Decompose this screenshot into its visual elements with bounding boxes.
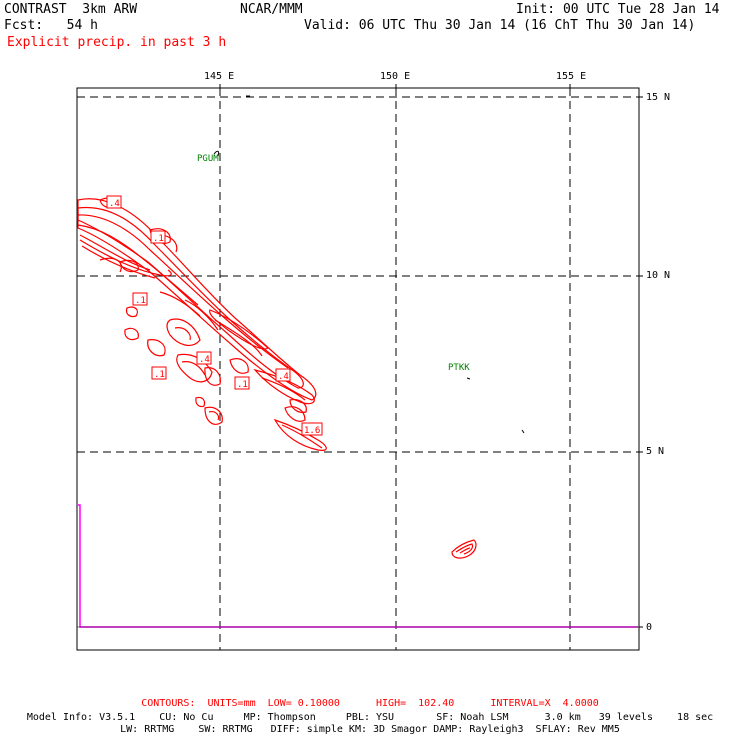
station-label-ptkk: PTKK: [448, 363, 470, 373]
lat-label-15n: 15 N: [646, 92, 671, 103]
contour-label-3: .1: [135, 296, 146, 306]
lat-label-10n: 10 N: [646, 270, 671, 281]
colorbar-zero-label: 0: [646, 622, 653, 633]
contour-labels: .4 .1 .1 .4 .1 .1 .4 1.6: [106, 195, 323, 436]
lon-label-145: 145 E: [204, 71, 235, 82]
map-frame: [76, 87, 640, 651]
lat-lon-grid: [77, 88, 639, 650]
contour-label-1: .4: [109, 199, 120, 209]
model-info-line-2: LW: RRTMG SW: RRTMG DIFF: simple KM: 3D …: [120, 724, 620, 735]
contour-label-5: .1: [154, 370, 165, 380]
contour-label-2: .1: [153, 234, 164, 244]
lon-label-150: 150 E: [380, 71, 411, 82]
contour-label-7: .4: [278, 372, 289, 382]
contours-info: CONTOURS: UNITS=mm LOW= 0.10000 HIGH= 10…: [141, 698, 599, 709]
contour-label-6: .1: [237, 380, 248, 390]
model-info-line-1: Model Info: V3.5.1 CU: No Cu MP: Thompso…: [26, 712, 714, 723]
precip-contours: [77, 197, 477, 559]
lon-label-155: 155 E: [556, 71, 587, 82]
station-label-pgum: PGUM: [197, 154, 219, 164]
lat-label-5n: 5 N: [646, 446, 665, 457]
timeseries-line: [78, 504, 638, 628]
init-time: Init: 00 UTC Tue 28 Jan 14: [516, 2, 720, 17]
contour-label-4: .4: [199, 355, 210, 365]
valid-time: Valid: 06 UTC Thu 30 Jan 14 (16 ChT Thu …: [304, 18, 696, 33]
coastline: [213, 95, 525, 434]
field-title: Explicit precip. in past 3 h: [7, 35, 227, 50]
contour-label-8: 1.6: [304, 426, 320, 436]
center-label: NCAR/MMM: [240, 2, 303, 17]
model-title: CONTRAST 3km ARW: [4, 2, 138, 17]
forecast-hour: Fcst: 54 h: [4, 18, 98, 33]
